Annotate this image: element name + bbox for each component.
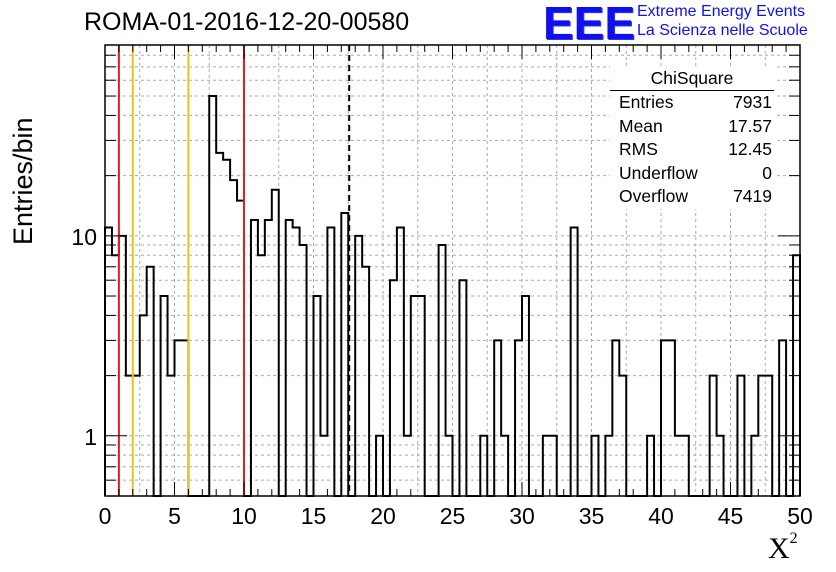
logo-line-2: La Scienza nelle Scuole xyxy=(637,22,808,39)
stats-label: RMS xyxy=(619,139,658,159)
x-tick-label: 30 xyxy=(509,503,535,529)
stats-box: ChiSquare Entries 7931 Mean 17.57 RMS 12… xyxy=(610,66,774,209)
x-axis-label-text: X xyxy=(768,532,790,565)
logo-line-1: Extreme Energy Events xyxy=(637,3,806,20)
stats-row-overflow: Overflow 7419 xyxy=(610,185,774,209)
x-tick-label: 10 xyxy=(231,503,257,529)
grid-lines xyxy=(105,45,800,496)
eee-logo-mark: EEE xyxy=(543,0,636,49)
stats-row-entries: Entries 7931 xyxy=(610,91,774,115)
x-tick-label: 0 xyxy=(99,503,112,529)
stats-label: Underflow xyxy=(619,162,698,183)
stats-label: Entries xyxy=(619,92,674,112)
histogram-series xyxy=(104,95,801,497)
eee-logo-text: Extreme Energy Events La Scienza nelle S… xyxy=(637,2,808,40)
stats-value: 7931 xyxy=(733,92,772,112)
x-tick-label: 20 xyxy=(370,503,396,529)
y-axis-label: Entries/bin xyxy=(8,117,38,245)
x-tick-label: 35 xyxy=(579,503,605,529)
stats-value: 7419 xyxy=(733,186,772,206)
histogram-step-line xyxy=(104,95,801,497)
stats-value: 17.57 xyxy=(728,115,772,136)
x-axis-label-superscript: 2 xyxy=(789,530,798,547)
x-tick-label: 45 xyxy=(718,503,744,529)
x-tick-label: 15 xyxy=(301,503,327,529)
x-tick-label: 5 xyxy=(168,503,181,529)
x-tick-label: 40 xyxy=(648,503,674,529)
stats-title: ChiSquare xyxy=(610,66,774,91)
chart-title: ROMA-01-2016-12-20-00580 xyxy=(84,8,410,36)
stats-row-rms: RMS 12.45 xyxy=(610,138,774,162)
axes: 0 5 10 15 20 25 30 35 40 45 50 1 10 xyxy=(71,44,813,529)
stats-value: 12.45 xyxy=(728,139,772,159)
stats-label: Overflow xyxy=(619,186,689,206)
stats-row-underflow: Underflow 0 xyxy=(610,162,774,186)
x-tick-label: 25 xyxy=(440,503,466,529)
stats-value: 0 xyxy=(762,162,772,183)
reference-lines xyxy=(117,45,351,496)
stats-label: Mean xyxy=(619,115,663,136)
x-axis-label: X2 xyxy=(768,530,798,566)
stats-row-mean: Mean 17.57 xyxy=(610,115,774,139)
x-tick-label: 50 xyxy=(787,503,813,529)
y-tick-label: 10 xyxy=(71,224,97,250)
y-tick-label: 1 xyxy=(84,424,97,450)
